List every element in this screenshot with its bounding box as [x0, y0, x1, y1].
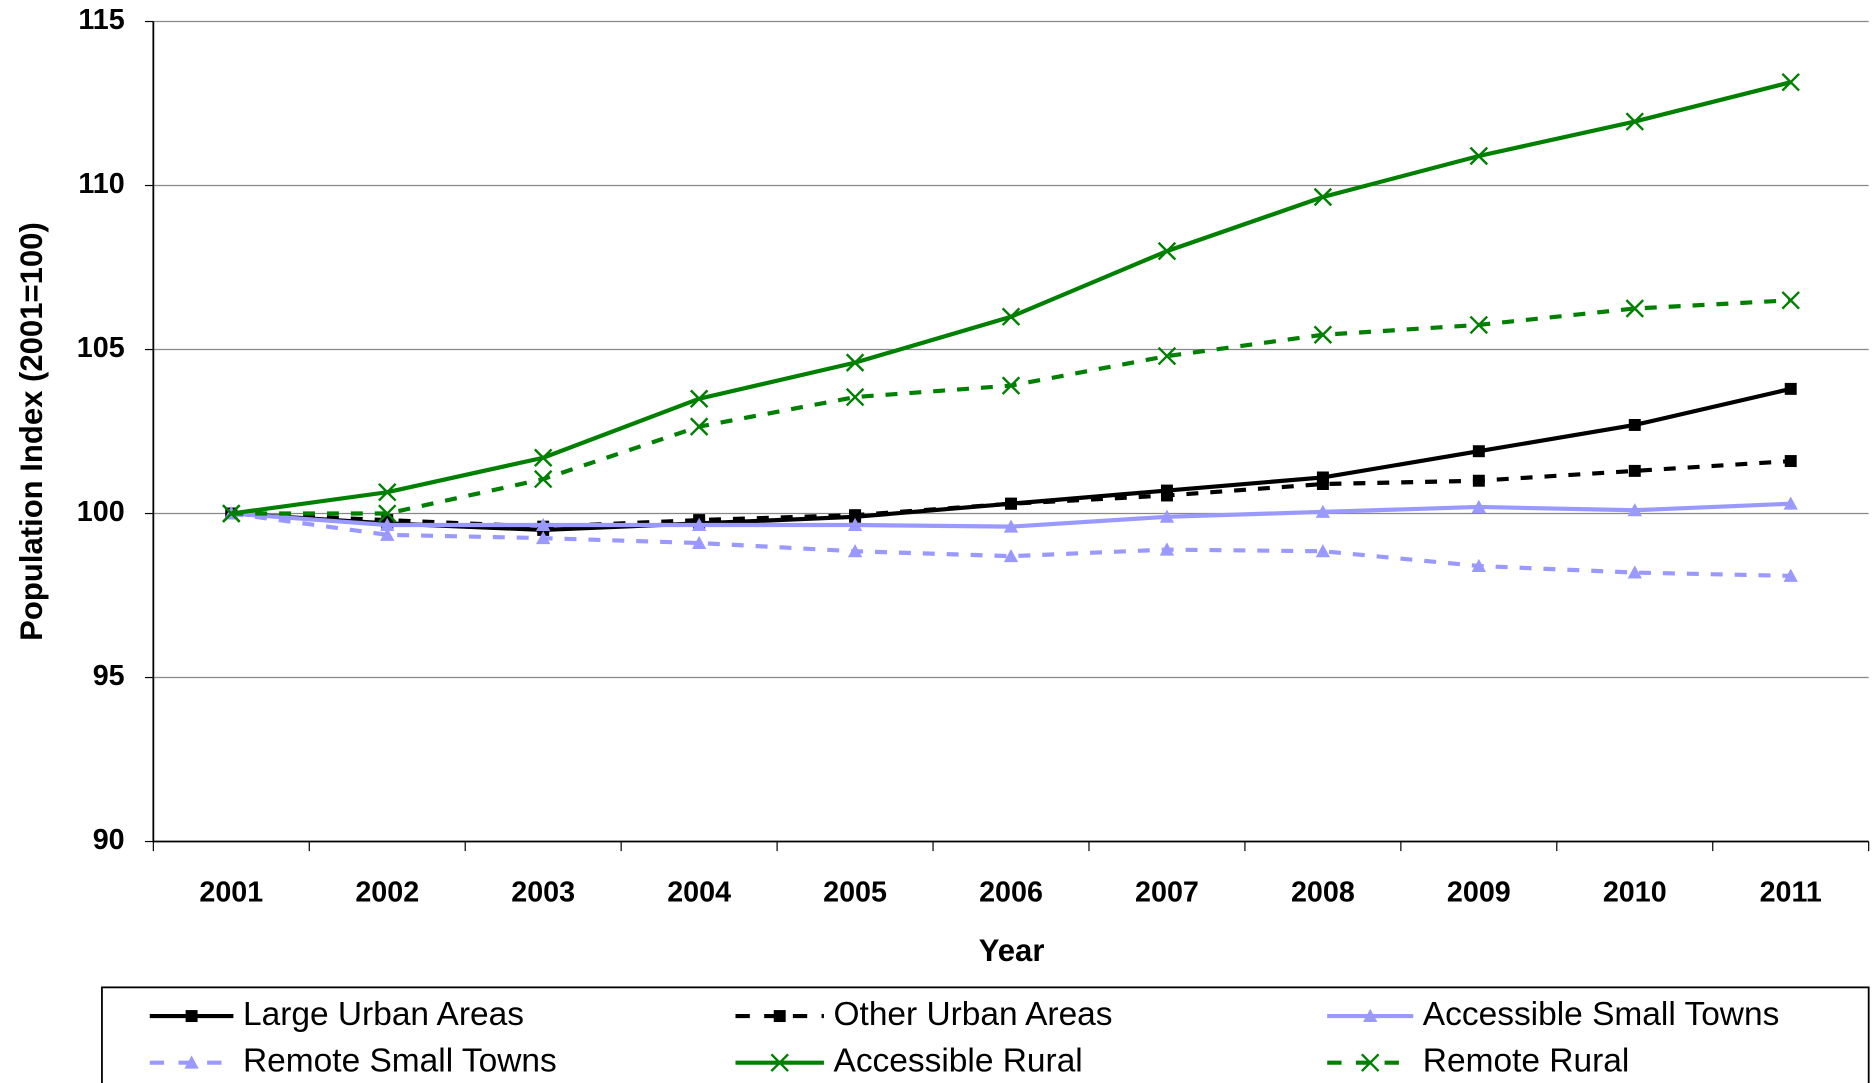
marker — [1159, 509, 1175, 523]
marker — [536, 517, 551, 531]
x-axis-title: Year — [979, 933, 1045, 968]
marker — [1784, 382, 1797, 395]
marker — [1363, 1008, 1378, 1023]
marker — [536, 530, 551, 545]
marker — [845, 353, 865, 372]
marker — [1784, 455, 1797, 468]
marker — [1313, 325, 1333, 344]
marker — [1159, 542, 1175, 556]
marker — [1472, 445, 1485, 458]
x-tick-label: 2007 — [1135, 877, 1199, 909]
marker — [533, 448, 553, 467]
legend-label: Accessible Small Towns — [1423, 996, 1780, 1033]
marker — [1471, 499, 1487, 513]
x-tick-label: 2005 — [823, 877, 887, 909]
marker — [689, 389, 709, 408]
marker — [1157, 346, 1177, 366]
marker — [533, 469, 553, 489]
legend-label: Large Urban Areas — [243, 996, 524, 1033]
x-tick-label: 2011 — [1760, 877, 1822, 909]
y-tick-label: 90 — [93, 824, 125, 856]
marker — [1628, 464, 1641, 477]
y-tick-label: 95 — [93, 660, 125, 692]
marker — [1469, 315, 1489, 335]
marker — [1781, 72, 1800, 92]
x-tick-label: 2001 — [199, 877, 263, 909]
y-axis-title: Population Index (2001=100) — [14, 222, 49, 641]
marker — [691, 535, 707, 550]
marker — [1315, 504, 1331, 518]
legend-label: Remote Small Towns — [243, 1043, 557, 1080]
marker — [380, 527, 395, 541]
marker — [770, 1053, 789, 1072]
marker — [1361, 1053, 1380, 1072]
marker — [1627, 503, 1642, 517]
marker — [1001, 307, 1021, 326]
marker — [185, 1010, 198, 1023]
marker — [1471, 558, 1487, 572]
marker — [378, 482, 397, 502]
marker — [1315, 544, 1331, 558]
x-tick-label: 2003 — [511, 877, 575, 909]
x-tick-label: 2010 — [1603, 877, 1667, 909]
marker — [1472, 474, 1485, 487]
marker — [1781, 291, 1800, 310]
x-tick-label: 2006 — [979, 877, 1043, 909]
marker — [1316, 471, 1329, 484]
marker — [847, 544, 863, 558]
marker — [845, 387, 865, 407]
marker — [849, 509, 862, 522]
marker — [380, 517, 395, 531]
x-tick-label: 2009 — [1447, 877, 1511, 909]
marker — [1313, 187, 1333, 207]
y-tick-label: 115 — [78, 4, 124, 36]
marker — [378, 504, 397, 523]
marker — [1160, 489, 1173, 502]
marker — [1783, 496, 1798, 510]
marker — [691, 517, 707, 531]
series-line — [231, 458, 1791, 529]
x-tick-label: 2004 — [667, 877, 731, 909]
marker — [1003, 548, 1019, 563]
legend-label: Remote Rural — [1423, 1043, 1629, 1080]
marker — [222, 504, 241, 523]
series-line — [231, 298, 1791, 516]
marker — [1001, 376, 1021, 395]
legend-label: Other Urban Areas — [834, 996, 1113, 1033]
series-line — [231, 80, 1792, 516]
legend-label: Accessible Rural — [834, 1043, 1083, 1080]
y-tick-label: 105 — [77, 332, 125, 364]
marker — [1625, 112, 1644, 131]
series-line — [231, 511, 1791, 578]
marker — [773, 1010, 786, 1023]
marker — [1783, 568, 1798, 582]
marker — [1627, 565, 1642, 579]
marker — [1157, 241, 1177, 261]
marker — [689, 417, 709, 436]
marker — [1316, 478, 1329, 490]
legend-box — [101, 986, 1870, 1083]
marker — [1628, 418, 1641, 431]
marker — [847, 517, 863, 531]
marker — [1005, 497, 1017, 510]
marker — [1625, 299, 1644, 318]
y-tick-label: 100 — [77, 496, 125, 528]
marker — [1003, 519, 1019, 533]
x-tick-label: 2008 — [1291, 877, 1355, 909]
x-tick-label: 2002 — [355, 877, 419, 909]
marker — [184, 1055, 199, 1069]
y-tick-label: 110 — [78, 168, 124, 200]
marker — [1469, 146, 1489, 166]
